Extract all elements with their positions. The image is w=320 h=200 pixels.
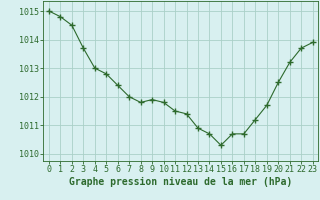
X-axis label: Graphe pression niveau de la mer (hPa): Graphe pression niveau de la mer (hPa) xyxy=(69,177,292,187)
